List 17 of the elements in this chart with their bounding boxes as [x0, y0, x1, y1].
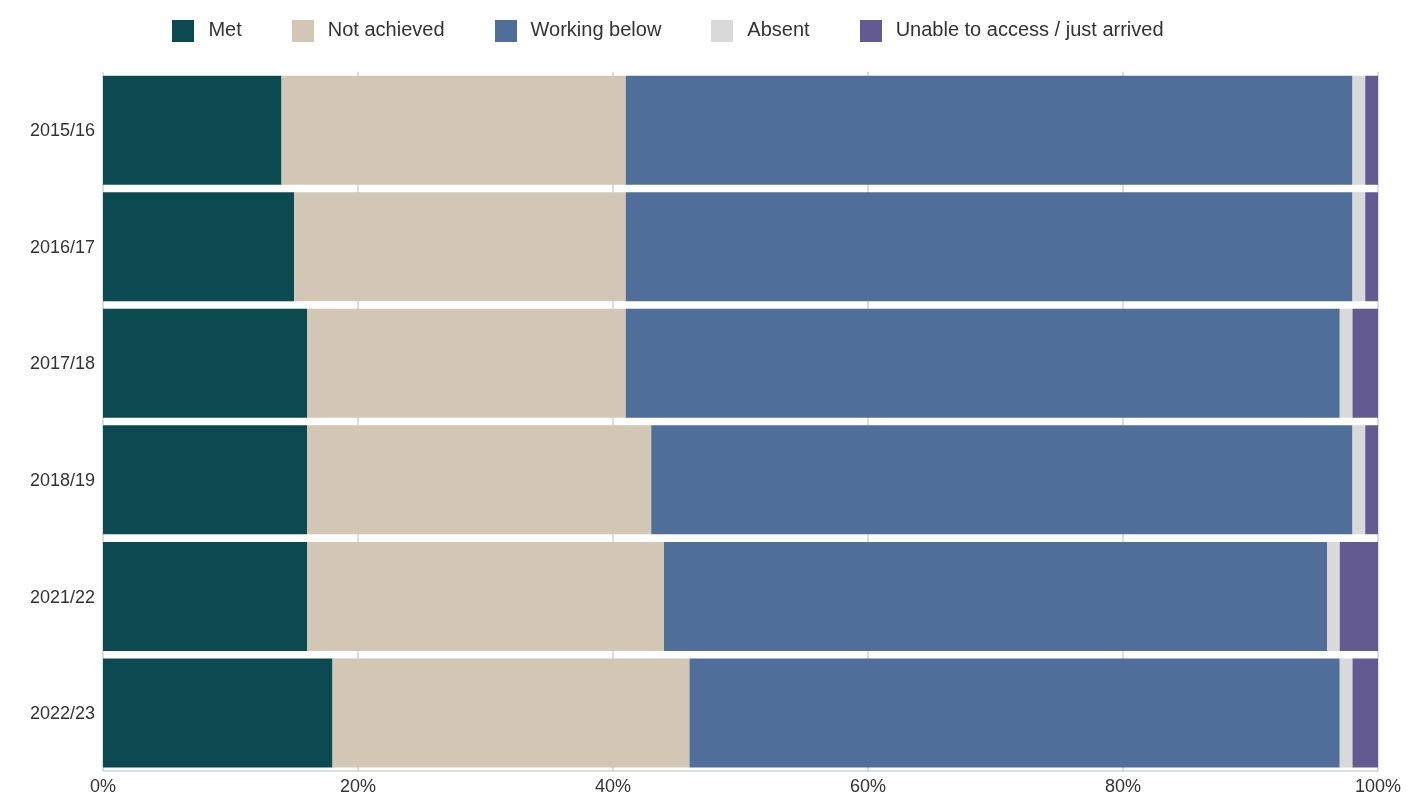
y-tick-label: 2017/18	[29, 353, 95, 374]
x-tick-label: 80%	[1104, 775, 1142, 796]
x-tick-label: 20%	[339, 775, 377, 796]
y-tick-label: 2022/23	[29, 703, 95, 724]
y-tick-label: 2018/19	[29, 470, 95, 491]
y-tick-label: 2016/17	[29, 236, 95, 257]
x-tick-label: 100%	[1354, 775, 1402, 796]
legend-label: Working below	[530, 18, 662, 40]
y-tick-label: 2015/16	[29, 120, 95, 141]
legend-label: Absent	[747, 18, 810, 40]
legend-label: Unable to access / just arrived	[895, 18, 1164, 40]
legend-label: Met	[208, 18, 242, 40]
y-tick-label: 2021/22	[29, 586, 95, 607]
x-tick-label: 60%	[849, 775, 887, 796]
legend-label: Not achieved	[327, 18, 445, 40]
x-tick-label: 40%	[594, 775, 632, 796]
x-tick-label: 0%	[89, 775, 117, 796]
